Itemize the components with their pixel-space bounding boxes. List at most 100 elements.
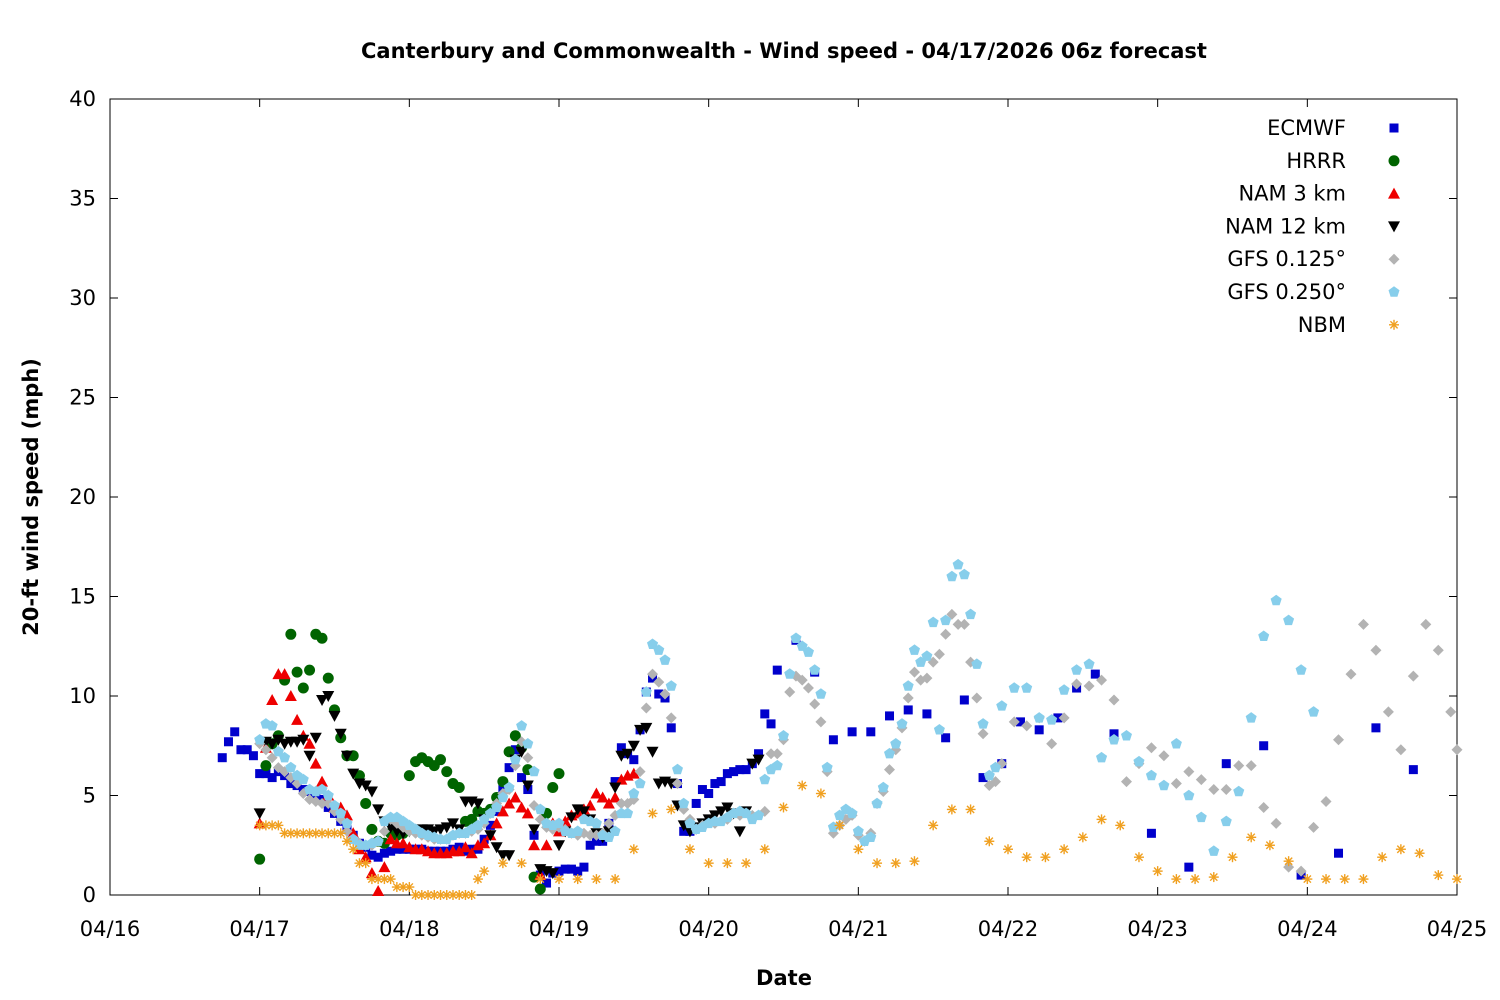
data-point-nbm (1096, 814, 1107, 825)
data-point-nbm (890, 858, 901, 869)
data-point-nbm (285, 828, 296, 839)
series-gfs-0-250 (254, 558, 1320, 856)
data-point-nbm (909, 856, 920, 867)
data-point-nbm (1040, 852, 1051, 863)
x-axis: 04/16 04/17 04/18 04/19 04/20 04/21 04/22 04/23… (80, 99, 1487, 941)
data-point-nam-12-km (340, 750, 353, 762)
legend-marker-hrrr (1388, 155, 1400, 167)
data-point-nam-12-km (309, 732, 322, 744)
data-point-ecmwf (1371, 723, 1381, 733)
data-point-ecmwf (566, 864, 576, 874)
data-point-nbm (741, 858, 752, 869)
data-point-nbm (1077, 832, 1088, 843)
data-point-ecmwf (922, 709, 932, 719)
data-point-ecmwf (1334, 848, 1344, 858)
data-point-nbm (610, 874, 621, 885)
data-point-ecmwf (510, 745, 520, 755)
data-point-nam-3-km (291, 713, 304, 725)
data-point-gfs-0-125 (1158, 750, 1170, 762)
data-point-ecmwf (367, 850, 377, 860)
data-point-nam-3-km (540, 839, 553, 851)
data-point-nam-3-km (609, 791, 622, 803)
data-point-gfs-0-250 (809, 664, 821, 675)
data-point-ecmwf (223, 737, 233, 747)
data-point-nam-3-km (459, 841, 472, 853)
data-point-gfs-0-125 (771, 748, 783, 760)
data-point-nbm (1264, 840, 1275, 851)
data-point-nam-3-km (509, 791, 522, 803)
data-point-gfs-0-125 (1108, 694, 1120, 706)
data-point-gfs-0-250 (784, 668, 796, 679)
data-point-gfs-0-250 (1283, 614, 1295, 626)
data-point-gfs-0-250 (1121, 730, 1132, 741)
data-point-ecmwf (379, 848, 389, 858)
data-point-nbm (516, 858, 527, 869)
data-point-nbm (815, 788, 826, 799)
data-point-gfs-0-125 (1083, 680, 1095, 692)
data-point-nbm (1152, 866, 1163, 877)
x-tick-label: 04/23 (1127, 917, 1188, 941)
data-point-hrrr (435, 754, 447, 766)
legend-marker-gfs-0-125 (1388, 253, 1400, 265)
data-point-hrrr (297, 682, 309, 694)
data-point-nbm (1021, 852, 1032, 863)
data-point-nam-3-km (453, 845, 466, 857)
data-point-nbm (479, 866, 490, 877)
x-tick-label: 04/20 (678, 917, 739, 941)
legend-marker-nam-12-km (1388, 221, 1400, 233)
data-point-gfs-0-250 (977, 718, 989, 729)
x-tick-label: 04/21 (828, 917, 889, 941)
data-point-nam-3-km (465, 847, 478, 859)
data-point-gfs-0-125 (640, 702, 652, 714)
data-point-nbm (497, 858, 508, 869)
data-point-gfs-0-250 (933, 724, 945, 735)
data-point-gfs-0-125 (1008, 716, 1020, 728)
data-point-hrrr (453, 782, 465, 794)
data-point-gfs-0-250 (1021, 682, 1033, 693)
data-point-gfs-0-250 (329, 799, 340, 811)
data-point-nbm (797, 780, 808, 791)
data-point-nbm (759, 844, 770, 855)
x-tick-label: 04/19 (529, 917, 590, 941)
data-point-nam-3-km (278, 668, 291, 680)
data-point-nam-3-km (384, 833, 397, 845)
data-point-gfs-0-125 (1258, 801, 1270, 813)
data-point-nam-12-km (471, 798, 484, 810)
data-point-nbm (348, 844, 359, 855)
data-point-hrrr (509, 730, 521, 742)
data-point-gfs-0-125 (921, 672, 933, 684)
data-point-gfs-0-250 (640, 686, 652, 697)
y-tick-label: 40 (69, 87, 96, 111)
data-points (217, 558, 1463, 900)
data-point-ecmwf (741, 765, 751, 775)
data-point-gfs-0-125 (1183, 766, 1195, 778)
data-point-gfs-0-250 (297, 773, 309, 785)
data-point-gfs-0-125 (1270, 817, 1282, 829)
data-point-ecmwf (959, 695, 969, 705)
data-point-gfs-0-250 (753, 809, 765, 821)
data-point-hrrr (291, 666, 303, 678)
data-point-gfs-0-250 (946, 570, 958, 582)
data-point-nam-12-km (553, 840, 565, 852)
data-point-nbm (722, 858, 733, 869)
data-point-ecmwf (242, 745, 252, 755)
data-point-nbm (404, 882, 415, 893)
data-point-ecmwf (697, 785, 707, 795)
data-point-gfs-0-250 (503, 781, 515, 793)
data-point-gfs-0-125 (958, 618, 970, 630)
data-point-gfs-0-250 (983, 769, 995, 781)
data-point-ecmwf (1034, 725, 1044, 735)
data-point-ecmwf (1090, 669, 1100, 679)
legend-label-hrrr: HRRR (1286, 149, 1346, 173)
data-point-gfs-0-125 (765, 748, 777, 760)
data-point-nbm (472, 874, 483, 885)
data-point-gfs-0-125 (902, 692, 914, 704)
data-point-gfs-0-250 (1195, 811, 1207, 823)
data-point-ecmwf (754, 749, 764, 759)
data-point-gfs-0-125 (1120, 776, 1132, 788)
data-point-gfs-0-125 (815, 716, 827, 728)
series-ecmwf (217, 635, 1418, 888)
data-point-nbm (1208, 872, 1219, 883)
data-point-gfs-0-125 (1320, 795, 1332, 807)
data-point-nbm (1358, 874, 1369, 885)
